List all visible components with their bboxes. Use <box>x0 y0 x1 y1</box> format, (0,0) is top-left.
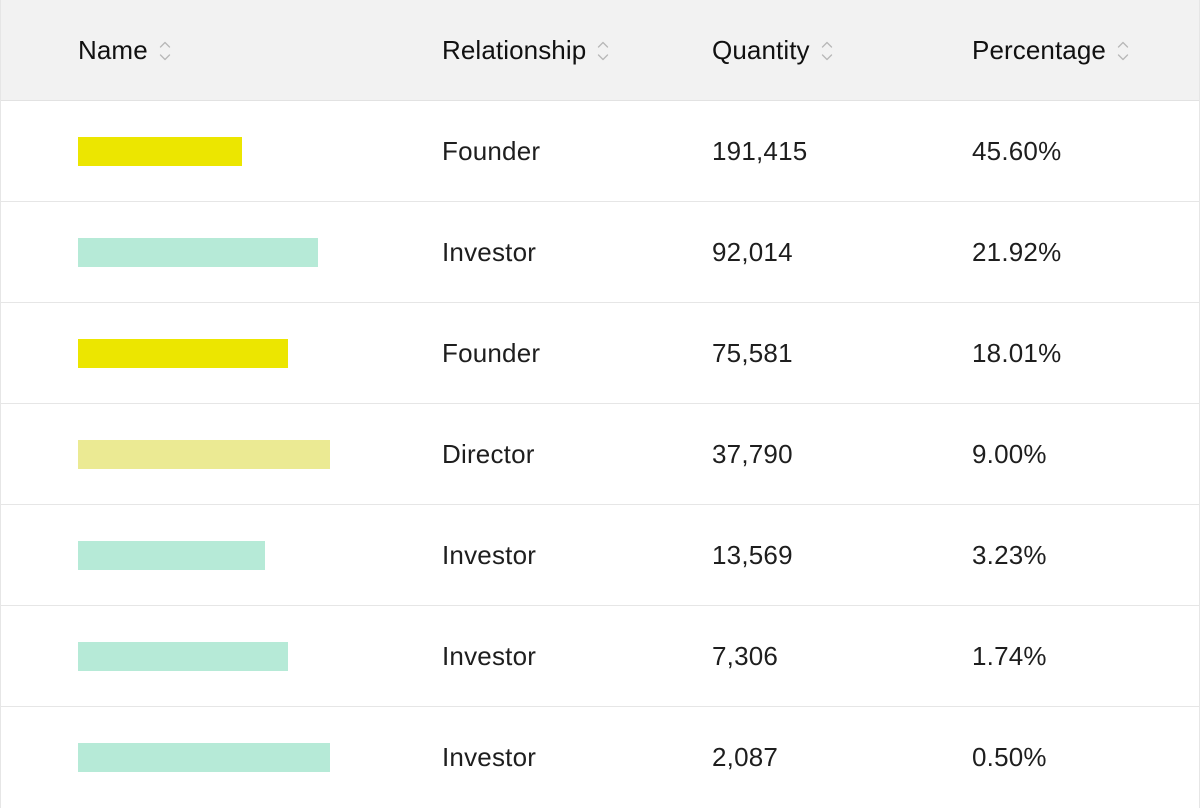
relationship-cell: Director <box>442 438 535 469</box>
table-row[interactable]: Investor 13,569 3.23% <box>1 505 1199 606</box>
quantity-cell: 2,087 <box>712 741 779 772</box>
quantity-cell: 75,581 <box>712 337 793 368</box>
name-cell <box>78 303 288 403</box>
name-cell <box>78 202 318 302</box>
relationship-cell: Founder <box>442 337 541 368</box>
column-header-percentage-label: Percentage <box>972 35 1106 65</box>
name-cell <box>78 404 330 504</box>
quantity-cell: 7,306 <box>712 640 779 671</box>
name-cell <box>78 707 330 807</box>
relationship-cell: Investor <box>442 640 537 671</box>
sort-icon[interactable] <box>821 38 833 64</box>
table-row[interactable]: Founder 191,415 45.60% <box>1 101 1199 202</box>
name-cell <box>78 101 242 201</box>
column-header-quantity-label: Quantity <box>712 35 810 65</box>
table-row[interactable]: Director 37,790 9.00% <box>1 404 1199 505</box>
percentage-cell: 21.92% <box>972 236 1062 267</box>
redacted-name-bar <box>78 742 330 772</box>
column-header-percentage[interactable]: Percentage <box>972 0 1129 101</box>
percentage-cell: 18.01% <box>972 337 1062 368</box>
percentage-cell: 3.23% <box>972 539 1047 570</box>
table-row[interactable]: Investor 92,014 21.92% <box>1 202 1199 303</box>
quantity-cell: 191,415 <box>712 135 808 166</box>
redacted-name-bar <box>78 439 330 469</box>
column-header-relationship-label: Relationship <box>442 35 587 65</box>
relationship-cell: Investor <box>442 236 537 267</box>
quantity-cell: 13,569 <box>712 539 793 570</box>
redacted-name-bar <box>78 136 242 166</box>
table-row[interactable]: Founder 75,581 18.01% <box>1 303 1199 404</box>
column-header-name[interactable]: Name <box>78 0 171 101</box>
column-header-name-label: Name <box>78 35 148 65</box>
percentage-cell: 45.60% <box>972 135 1062 166</box>
relationship-cell: Investor <box>442 539 537 570</box>
column-header-quantity[interactable]: Quantity <box>712 0 833 101</box>
percentage-cell: 0.50% <box>972 741 1047 772</box>
name-cell <box>78 505 265 605</box>
table-header: Name Relationship Quantity <box>1 0 1199 101</box>
redacted-name-bar <box>78 338 288 368</box>
redacted-name-bar <box>78 237 318 267</box>
quantity-cell: 37,790 <box>712 438 793 469</box>
percentage-cell: 9.00% <box>972 438 1047 469</box>
table-row[interactable]: Investor 7,306 1.74% <box>1 606 1199 707</box>
relationship-cell: Founder <box>442 135 541 166</box>
column-header-relationship[interactable]: Relationship <box>442 0 609 101</box>
name-cell <box>78 606 288 706</box>
redacted-name-bar <box>78 641 288 671</box>
quantity-cell: 92,014 <box>712 236 793 267</box>
percentage-cell: 1.74% <box>972 640 1047 671</box>
relationship-cell: Investor <box>442 741 537 772</box>
sort-icon[interactable] <box>597 38 609 64</box>
sort-icon[interactable] <box>159 38 171 64</box>
table-row[interactable]: Investor 2,087 0.50% <box>1 707 1199 808</box>
redacted-name-bar <box>78 540 265 570</box>
sort-icon[interactable] <box>1117 38 1129 64</box>
